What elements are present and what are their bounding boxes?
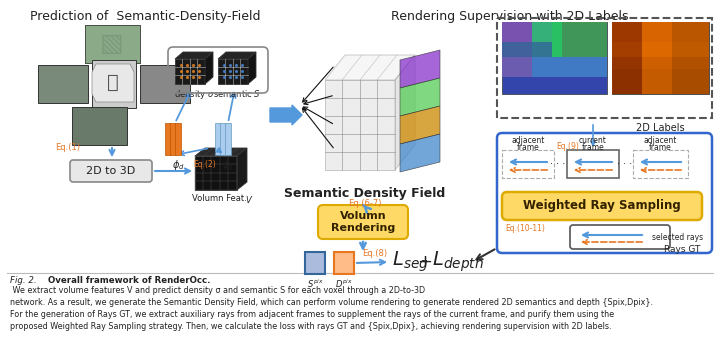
Bar xyxy=(502,22,552,57)
Text: Eq.(2): Eq.(2) xyxy=(194,160,217,169)
Bar xyxy=(92,60,136,108)
Bar xyxy=(195,156,237,190)
Bar xyxy=(502,42,552,57)
Polygon shape xyxy=(400,134,440,172)
Bar xyxy=(642,22,672,94)
Bar xyxy=(170,123,176,155)
Text: ▧: ▧ xyxy=(100,32,124,56)
Polygon shape xyxy=(218,52,256,59)
Text: Eq.(8): Eq.(8) xyxy=(362,249,387,258)
Text: Weighted Ray Sampling: Weighted Ray Sampling xyxy=(523,200,681,213)
Polygon shape xyxy=(400,106,440,144)
Text: $S^{pix}$: $S^{pix}$ xyxy=(307,278,323,290)
Text: Rays GT: Rays GT xyxy=(664,245,700,254)
Polygon shape xyxy=(325,80,395,170)
Polygon shape xyxy=(325,55,415,80)
Bar xyxy=(305,252,325,274)
Bar xyxy=(175,123,181,155)
Polygon shape xyxy=(175,52,213,59)
Bar xyxy=(85,25,140,63)
Text: $\mathbf{\mathit{L}}_{depth}$: $\mathbf{\mathit{L}}_{depth}$ xyxy=(432,250,484,274)
Bar xyxy=(502,22,532,77)
Polygon shape xyxy=(237,148,247,190)
Text: Fig. 2.: Fig. 2. xyxy=(10,276,37,285)
Text: proposed Weighted Ray Sampling strategy. Then, we calculate the loss with rays G: proposed Weighted Ray Sampling strategy.… xyxy=(10,322,611,331)
Bar xyxy=(567,150,619,178)
Bar xyxy=(552,22,607,57)
Text: · · ·: · · · xyxy=(617,159,633,169)
Text: Eq.(10-11): Eq.(10-11) xyxy=(505,224,545,233)
Bar xyxy=(612,22,709,94)
Polygon shape xyxy=(205,52,213,84)
Bar xyxy=(85,25,140,63)
Bar xyxy=(175,59,205,84)
Bar xyxy=(218,59,248,84)
Text: Prediction of  Semantic-Density-Field: Prediction of Semantic-Density-Field xyxy=(30,10,260,23)
Bar xyxy=(633,150,688,178)
Text: Semantic Density Field: Semantic Density Field xyxy=(284,187,446,200)
Text: adjacent: adjacent xyxy=(643,136,677,145)
Polygon shape xyxy=(248,52,256,84)
Text: network. As a result, we generate the Semantic Density Field, which can perform : network. As a result, we generate the Se… xyxy=(10,298,653,307)
Text: $V$: $V$ xyxy=(245,194,253,205)
Text: Volumn
Rendering: Volumn Rendering xyxy=(331,211,395,233)
Text: · · ·: · · · xyxy=(550,159,566,169)
Text: $D^{pix}$: $D^{pix}$ xyxy=(335,278,353,290)
Text: Volumn Feat.: Volumn Feat. xyxy=(192,194,250,203)
Bar xyxy=(334,252,354,274)
Text: current: current xyxy=(579,136,607,145)
Bar xyxy=(140,65,190,103)
Text: selected rays: selected rays xyxy=(652,233,703,242)
Text: $\phi_d$: $\phi_d$ xyxy=(171,158,184,172)
Text: $\mathbf{\mathit{L}}_{seg}$: $\mathbf{\mathit{L}}_{seg}$ xyxy=(392,250,428,274)
Text: frame: frame xyxy=(517,143,539,152)
Bar xyxy=(225,123,231,155)
Text: +: + xyxy=(418,253,433,271)
Text: Rendering Supervision with 2D Labels: Rendering Supervision with 2D Labels xyxy=(391,10,629,23)
Bar xyxy=(215,123,221,155)
Bar xyxy=(165,123,171,155)
Bar xyxy=(502,150,554,178)
Text: 2D to 3D: 2D to 3D xyxy=(86,166,135,176)
Polygon shape xyxy=(395,55,415,170)
Polygon shape xyxy=(195,148,247,156)
Text: We extract volume features V and predict density σ and semantic S for each voxel: We extract volume features V and predict… xyxy=(10,286,425,295)
Text: 2D Labels: 2D Labels xyxy=(636,123,684,133)
Text: density $\sigma$: density $\sigma$ xyxy=(174,88,215,101)
Polygon shape xyxy=(92,64,134,102)
FancyBboxPatch shape xyxy=(502,192,702,220)
Text: Eq.(9): Eq.(9) xyxy=(557,142,580,151)
Bar xyxy=(612,22,642,94)
FancyBboxPatch shape xyxy=(318,205,408,239)
Bar xyxy=(220,123,226,155)
Bar xyxy=(38,65,88,103)
Text: Overall framework of RenderOcc.: Overall framework of RenderOcc. xyxy=(42,276,210,285)
Bar xyxy=(612,57,709,69)
Text: Eq.(1): Eq.(1) xyxy=(55,144,80,153)
Bar xyxy=(502,22,607,94)
Bar xyxy=(72,107,127,145)
Bar xyxy=(612,42,709,57)
Text: frame: frame xyxy=(582,143,604,152)
Bar xyxy=(672,22,709,94)
Text: 🚘: 🚘 xyxy=(107,72,119,92)
Text: adjacent: adjacent xyxy=(511,136,545,145)
Bar xyxy=(612,22,709,42)
Text: Eq.(6-7): Eq.(6-7) xyxy=(348,199,382,208)
Bar xyxy=(532,22,562,57)
FancyBboxPatch shape xyxy=(70,160,152,182)
FancyArrow shape xyxy=(270,105,302,125)
Bar xyxy=(502,57,607,77)
Polygon shape xyxy=(400,50,440,88)
Polygon shape xyxy=(400,78,440,116)
Text: frame: frame xyxy=(649,143,671,152)
Text: For the generation of Rays GT, we extract auxiliary rays from adjacent frames to: For the generation of Rays GT, we extrac… xyxy=(10,310,614,319)
Text: $\phi_s$: $\phi_s$ xyxy=(222,158,234,172)
Text: semantic $S$: semantic $S$ xyxy=(213,88,261,99)
Bar xyxy=(612,69,709,79)
